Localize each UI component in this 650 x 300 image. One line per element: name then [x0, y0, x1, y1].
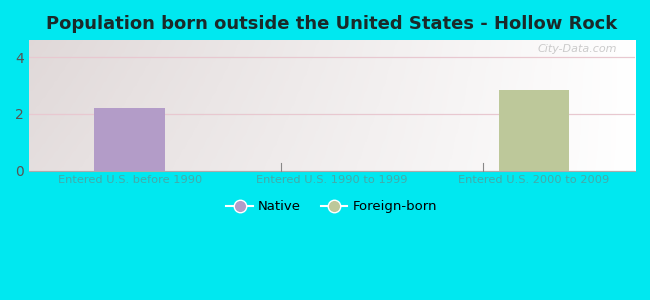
Title: Population born outside the United States - Hollow Rock: Population born outside the United State…: [46, 15, 618, 33]
Bar: [94, 108, 165, 171]
Text: City-Data.com: City-Data.com: [538, 44, 617, 54]
Legend: Native, Foreign-born: Native, Foreign-born: [221, 195, 443, 219]
Bar: [499, 90, 569, 171]
